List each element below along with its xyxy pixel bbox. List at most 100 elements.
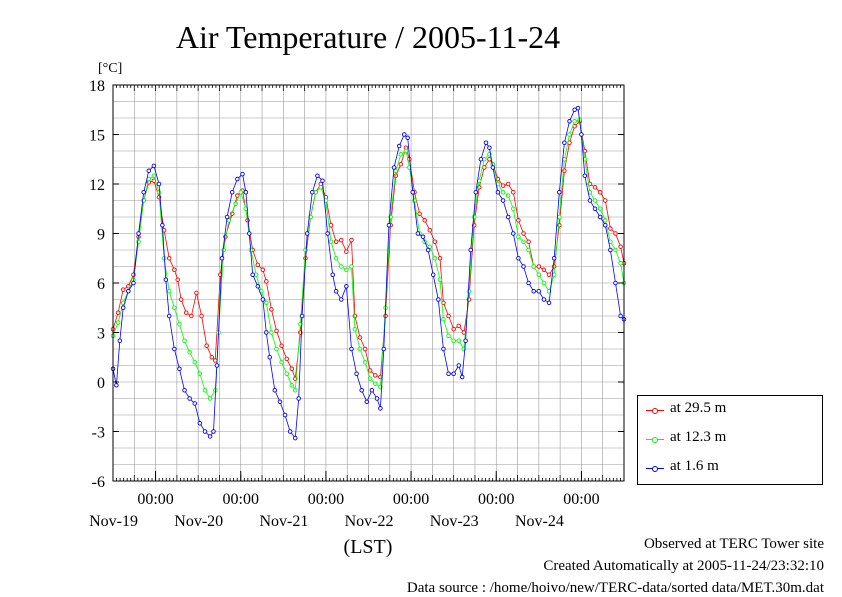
data-point <box>120 305 126 311</box>
legend-swatch-green <box>646 437 664 443</box>
x-tick-time-label: 00:00 <box>137 491 173 508</box>
data-point <box>422 218 427 223</box>
data-point <box>151 173 157 178</box>
data-point <box>202 388 208 393</box>
data-point <box>183 310 189 315</box>
data-point <box>284 371 289 377</box>
data-point <box>432 239 438 244</box>
data-point <box>349 346 354 352</box>
data-point <box>516 256 521 261</box>
data-point <box>202 429 208 434</box>
data-point <box>410 189 416 195</box>
data-point <box>344 267 349 273</box>
data-point <box>330 272 335 278</box>
data-point <box>567 132 572 137</box>
data-point <box>303 247 308 253</box>
data-point <box>349 264 354 269</box>
data-point <box>603 218 608 223</box>
data-point <box>333 239 339 244</box>
data-point <box>235 176 240 182</box>
data-point <box>511 231 516 236</box>
data-point <box>468 247 473 253</box>
data-point <box>374 396 380 401</box>
data-point <box>546 272 552 278</box>
data-point <box>516 234 521 240</box>
legend-swatch-red <box>646 408 664 414</box>
x-tick-time-label: 00:00 <box>223 491 259 508</box>
data-point <box>500 198 506 203</box>
data-point <box>446 313 451 319</box>
footer-source: Data source : /home/hoivo/new/TERC-data/… <box>406 580 824 596</box>
data-point <box>420 234 426 240</box>
data-point <box>192 359 198 365</box>
legend-item-29-5m: at 29.5 m <box>646 400 816 422</box>
data-point <box>212 358 218 363</box>
data-point <box>511 206 516 211</box>
data-point <box>255 284 261 289</box>
legend-label: at 29.5 m <box>670 400 727 416</box>
data-point <box>243 206 249 211</box>
data-point <box>333 289 339 294</box>
x-tick-time-label: 00:00 <box>563 491 599 508</box>
data-point <box>136 231 141 236</box>
data-point <box>362 359 368 365</box>
data-point <box>289 383 295 388</box>
data-point <box>451 371 456 377</box>
y-tick-label: 6 <box>97 276 105 293</box>
data-point <box>473 189 479 195</box>
data-point <box>264 300 269 306</box>
data-point <box>536 264 542 269</box>
data-point <box>240 171 245 177</box>
data-point <box>166 256 172 261</box>
data-point <box>272 388 278 393</box>
data-point <box>526 280 531 286</box>
data-point <box>505 214 511 220</box>
data-point <box>618 260 623 266</box>
y-tick-label: 18 <box>89 78 105 95</box>
x-tick-time-label: 00:00 <box>478 491 514 508</box>
data-point <box>430 272 436 278</box>
data-point <box>194 290 199 296</box>
data-point <box>255 262 261 268</box>
data-point <box>120 287 126 292</box>
x-tick-date-label: Nov-23 <box>430 513 479 530</box>
data-point <box>229 189 235 195</box>
data-point <box>304 231 310 236</box>
data-point <box>463 338 468 344</box>
data-point <box>115 310 121 315</box>
data-point <box>199 313 204 319</box>
data-point <box>436 297 441 302</box>
data-point <box>197 421 203 426</box>
y-axis-label: [°C] <box>98 61 122 76</box>
data-point <box>446 371 451 377</box>
data-point <box>182 388 187 393</box>
y-tick-label: 0 <box>97 375 105 392</box>
y-tick-label: 3 <box>97 326 105 343</box>
x-tick-date-label: Nov-19 <box>89 513 138 530</box>
data-point <box>378 406 383 411</box>
data-point <box>364 399 370 405</box>
data-point <box>398 161 404 167</box>
data-point <box>541 267 547 273</box>
data-point <box>338 264 344 269</box>
legend-item-12-3m: at 12.3 m <box>646 429 816 451</box>
data-point <box>328 239 334 244</box>
data-point <box>338 237 344 243</box>
data-point <box>567 119 572 124</box>
data-point <box>608 247 613 253</box>
data-point <box>233 201 238 207</box>
footer-site: Observed at TERC Tower site <box>643 536 824 552</box>
data-point <box>521 239 526 244</box>
data-point <box>325 231 330 236</box>
data-point <box>592 198 598 203</box>
data-point <box>427 227 433 233</box>
data-point <box>131 280 136 286</box>
y-tick-label: -6 <box>92 474 105 491</box>
data-point <box>526 239 531 244</box>
data-point <box>541 297 547 302</box>
data-point <box>478 156 484 162</box>
data-point <box>451 326 456 332</box>
data-point <box>298 322 303 327</box>
data-point <box>500 189 506 195</box>
